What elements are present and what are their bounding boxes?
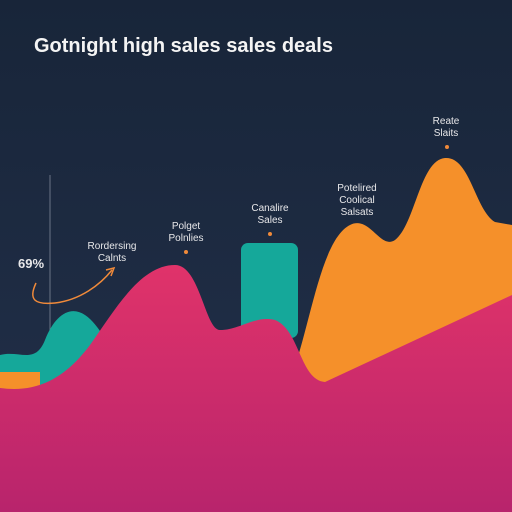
annotation-line: Sales xyxy=(257,215,282,226)
title: Gotnight high sales sales deals xyxy=(34,35,333,57)
annotation-line: Potelired xyxy=(337,183,376,194)
annotation-dot xyxy=(445,145,449,149)
annotation-dot xyxy=(184,250,188,254)
annotation-line: Slaits xyxy=(434,128,458,139)
annotation-line: Calnts xyxy=(98,253,126,264)
annotation-line: Polnlies xyxy=(168,233,203,244)
annotation: 69% xyxy=(18,256,44,271)
annotation-line: Reate xyxy=(433,116,460,127)
annotation: Potelired Coolical Salsats xyxy=(337,183,376,218)
annotation-line: Coolical xyxy=(339,195,375,206)
annotation: Polget Polnlies xyxy=(168,221,204,254)
annotation-line: Rordersing xyxy=(88,241,137,252)
annotation: Canalire Sales xyxy=(251,203,289,236)
annotation: Reate Slaits xyxy=(433,116,460,149)
annotation-line: Polget xyxy=(172,221,201,232)
annotation-line: Salsats xyxy=(341,207,374,218)
annotation-line: Canalire xyxy=(251,203,289,214)
teal-bar xyxy=(241,243,298,338)
pink-area xyxy=(0,265,512,512)
arrow xyxy=(32,269,113,305)
annotation: Rordersing Calnts xyxy=(88,241,137,264)
annotation-dot xyxy=(268,232,272,236)
arrow-head xyxy=(105,266,116,277)
